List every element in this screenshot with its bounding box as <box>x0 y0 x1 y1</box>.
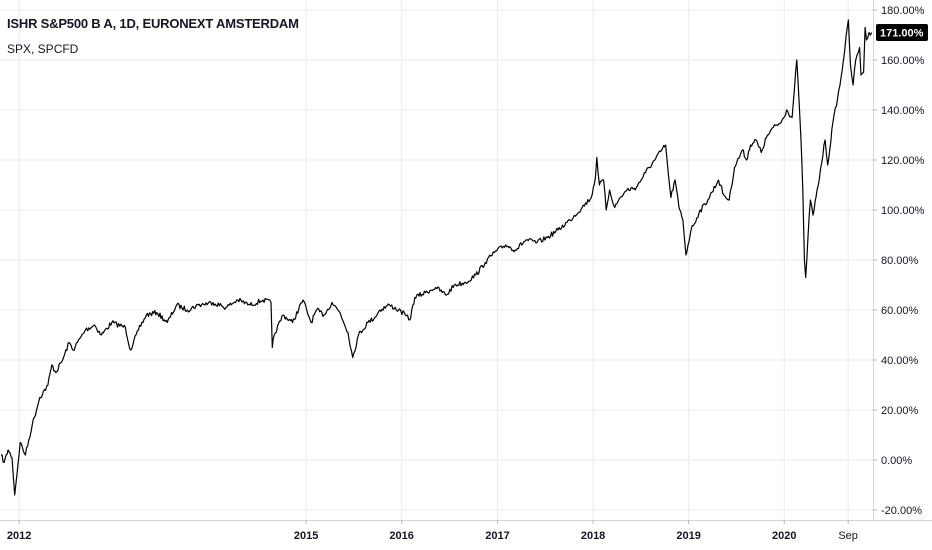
chart-title: ISHR S&P500 B A, 1D, EURONEXT AMSTERDAM <box>7 16 299 31</box>
y-tick-label: 100.00% <box>881 205 925 217</box>
last-value-badge <box>876 24 928 41</box>
x-tick-label: 2019 <box>676 530 700 542</box>
vertical-gridlines <box>18 0 849 520</box>
y-tick-label: 120.00% <box>881 155 925 167</box>
y-tick-label: -20.00% <box>881 505 922 517</box>
last-value-text: 171.00% <box>880 28 924 40</box>
x-tick-label: 2016 <box>389 530 413 542</box>
y-tick-label: 0.00% <box>881 455 912 467</box>
horizontal-gridlines <box>0 9 873 511</box>
x-tick-label: 2020 <box>772 530 796 542</box>
price-axis[interactable]: 180.00% 160.00% 140.00% 120.00% 100.00% 80.00… <box>873 5 925 517</box>
y-tick-label: 60.00% <box>881 305 919 317</box>
x-tick-label: 2012 <box>7 530 31 542</box>
y-tick-label: 140.00% <box>881 105 925 117</box>
y-tick-label: 160.00% <box>881 55 925 67</box>
chart-subtitle: SPX, SPCFD <box>7 42 79 56</box>
x-tick-label: 2015 <box>294 530 318 542</box>
y-tick-label: 40.00% <box>881 355 919 367</box>
y-tick-label: 20.00% <box>881 405 919 417</box>
series-line <box>1 19 873 496</box>
x-tick-label: 2018 <box>581 530 605 542</box>
y-tick-label: 180.00% <box>881 5 925 17</box>
y-tick-label: 80.00% <box>881 255 919 267</box>
x-tick-label: Sep <box>838 530 858 542</box>
x-tick-label: 2017 <box>485 530 509 542</box>
last-value-label: 171.00% <box>876 24 928 41</box>
time-axis[interactable]: 2012 2015 2016 2017 2018 2019 2020 Sep <box>7 520 858 542</box>
